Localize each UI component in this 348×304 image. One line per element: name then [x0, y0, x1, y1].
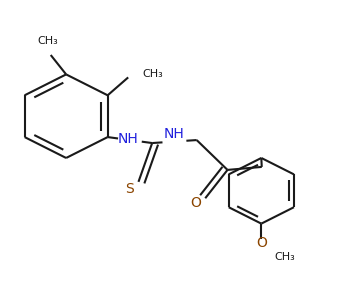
Text: NH: NH: [164, 127, 185, 141]
Text: CH₃: CH₃: [37, 36, 58, 46]
Text: O: O: [190, 196, 201, 210]
Text: NH: NH: [118, 132, 139, 146]
Text: CH₃: CH₃: [274, 252, 295, 262]
Text: S: S: [126, 182, 134, 196]
Text: O: O: [256, 236, 267, 250]
Text: CH₃: CH₃: [142, 69, 163, 79]
